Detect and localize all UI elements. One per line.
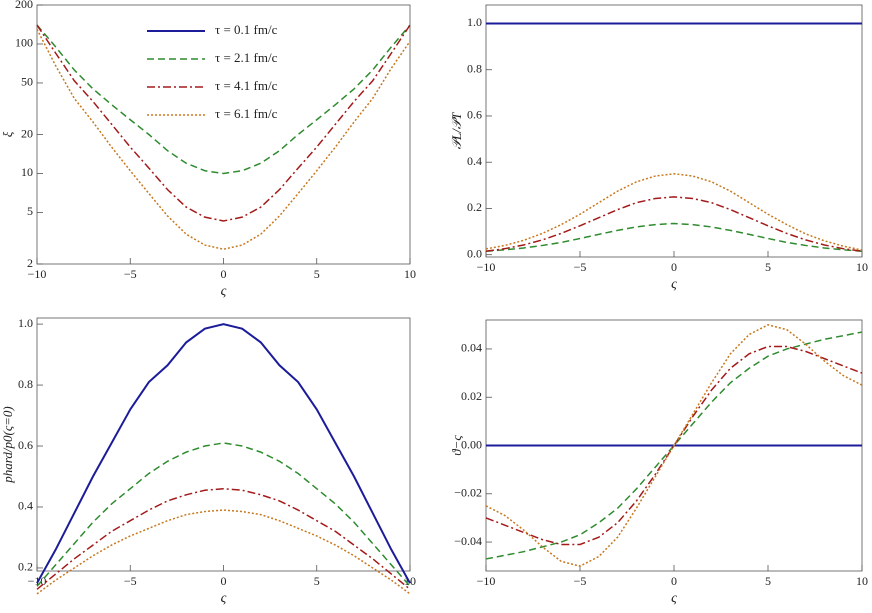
x-tick-label: 5 (765, 574, 771, 588)
y-axis-label: 𝒫L/𝒫T (449, 112, 464, 150)
y-tick-label: 0.6 (18, 438, 33, 452)
panel: −10 −5 0 5 10 0.0 0.2 0.4 0.6 0.8 1.0 ς 𝒫L/𝒫T (449, 4, 868, 292)
y-axis-label: ϑ−ς (449, 435, 464, 456)
plot-frame (36, 317, 411, 572)
x-axis-label: ς (671, 277, 677, 292)
series-line (485, 331, 863, 560)
series-line (36, 24, 411, 175)
x-tick-label: 0 (221, 574, 227, 588)
x-tick-label: 10 (856, 574, 868, 588)
y-tick-label: −0.02 (454, 486, 482, 500)
x-tick-label: −10 (477, 574, 496, 588)
panel: −10 −5 0 5 10 2 5 10 20 50 100 200 ς ξ τ = 0.1 fm/c τ =… (0, 0, 416, 299)
y-tick-label: 0.8 (467, 61, 482, 75)
x-tick-label: 5 (314, 574, 320, 588)
x-axis-label: ς (221, 284, 227, 299)
x-tick-label: −5 (124, 267, 137, 281)
x-tick-label: 5 (765, 260, 771, 274)
y-tick-label: 0.2 (467, 200, 482, 214)
series-line (36, 487, 411, 590)
y-tick-label: 0.2 (18, 560, 33, 574)
x-tick-label: 0 (221, 267, 227, 281)
series-line (485, 173, 863, 251)
y-tick-label: 1.0 (18, 316, 33, 330)
x-tick-label: −5 (574, 574, 587, 588)
series-line (485, 345, 863, 546)
y-tick-label: 0.04 (461, 341, 482, 355)
y-axis-label: phard/p0(ς=0) (0, 406, 15, 483)
series-line (36, 323, 411, 584)
panel: −10 −5 0 5 10 −0.04 −0.02 0.00 0.02 0.04 ς ϑ−ς (449, 319, 868, 606)
x-tick-label: 10 (856, 260, 868, 274)
legend-label: τ = 4.1 fm/c (215, 78, 278, 93)
y-axis-label: ξ (0, 131, 15, 137)
x-tick-label: 10 (404, 267, 416, 281)
series-line (485, 324, 863, 567)
y-tick-label: 50 (21, 75, 33, 89)
y-tick-label: 0.02 (461, 389, 482, 403)
x-axis-label: ς (671, 591, 677, 606)
y-tick-label: 0.0 (467, 246, 482, 260)
x-tick-label: −10 (28, 267, 47, 281)
y-tick-label: 0.4 (467, 154, 482, 168)
x-tick-label: −5 (574, 260, 587, 274)
x-tick-label: 0 (671, 574, 677, 588)
legend-label: τ = 6.1 fm/c (215, 106, 278, 121)
y-tick-label: 20 (21, 126, 33, 140)
y-tick-label: 0.8 (18, 377, 33, 391)
series-line (485, 196, 863, 252)
y-tick-label: 0.4 (18, 499, 33, 513)
x-tick-label: 5 (314, 267, 320, 281)
y-tick-label: 200 (15, 0, 33, 11)
y-tick-label: 10 (21, 165, 33, 179)
legend-label: τ = 0.1 fm/c (215, 22, 278, 37)
y-tick-label: 2 (27, 256, 33, 270)
x-tick-label: −5 (124, 574, 137, 588)
y-tick-label: 0.00 (461, 437, 482, 451)
x-tick-label: −10 (477, 260, 496, 274)
plot-frame (485, 4, 863, 258)
x-axis-label: ς (221, 591, 227, 606)
series-line (36, 442, 411, 587)
x-tick-label: 0 (671, 260, 677, 274)
series-line (485, 222, 863, 252)
y-tick-label: 0.6 (467, 108, 482, 122)
y-tick-label: 100 (15, 36, 33, 50)
y-tick-label: −0.04 (454, 534, 482, 548)
plot-frame (36, 4, 411, 265)
y-tick-label: 5 (27, 204, 33, 218)
legend-label: τ = 2.1 fm/c (215, 50, 278, 65)
series-line (36, 509, 411, 595)
series-line (36, 24, 411, 222)
x-tick-label: −10 (28, 574, 47, 588)
y-tick-label: 1.0 (467, 15, 482, 29)
